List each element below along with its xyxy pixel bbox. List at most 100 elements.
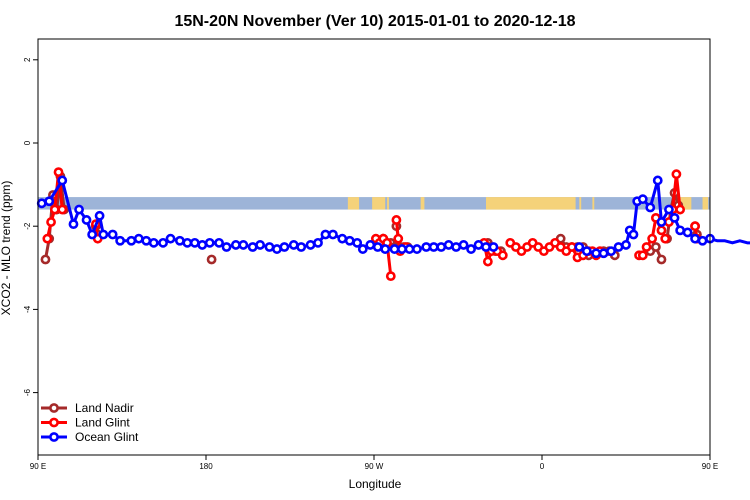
y-axis-label: XCO2 - MLO trend (ppm) [0,181,13,316]
data-point [214,237,224,248]
legend-swatch-marker [49,432,59,442]
series-ocean-glint [36,175,750,259]
data-point [313,237,323,248]
data-point [46,217,56,227]
data-point [421,242,432,252]
legend-label: Land Nadir [75,401,134,415]
data-point [87,229,98,240]
data-point [272,244,282,254]
data-point [690,233,700,244]
x-tick-label: 90 E [30,462,46,471]
y-tick-label: -2 [23,222,32,230]
data-point [204,237,215,248]
land-segment [372,197,386,210]
data-point [389,244,400,254]
legend-label: Ocean Glint [75,430,139,444]
data-point [404,244,415,254]
data-point [42,233,53,244]
data-point [656,225,667,236]
y-axis: 2 0 -2 -4 -6 [23,57,38,396]
data-point [656,217,667,227]
data-point [497,250,508,261]
data-point [380,244,391,254]
data-point [365,240,376,250]
data-point [57,204,68,215]
legend-swatch-marker [49,417,59,428]
data-point [574,242,585,252]
land-segment [702,197,709,210]
data-point [197,240,208,250]
data-point [650,242,661,252]
data-point [126,235,137,246]
data-point [641,242,652,252]
data-point [107,229,118,240]
data-point [458,240,469,250]
data-point [296,242,307,252]
data-point [189,237,200,248]
data-point [44,196,55,207]
data-point [637,250,648,261]
legend-label: Land Glint [75,416,130,430]
data-point [660,233,671,244]
data-point [206,254,217,265]
data-point [391,215,402,225]
data-point [443,240,454,250]
data-point [412,244,422,254]
data-point [647,233,658,244]
y-tick-label: -6 [23,388,32,396]
data-point [671,169,682,180]
data-point [74,204,84,215]
data-point [40,254,51,265]
x-tick-label: 0 [540,462,545,471]
data-point [81,215,92,225]
y-tick-label: -4 [23,305,32,313]
data-point [436,242,447,252]
data-point [637,194,648,205]
data-point [488,242,499,252]
data-point [221,242,232,252]
data-point [133,233,144,244]
data-point [264,242,275,252]
data-point [174,235,185,246]
data-point [98,229,109,240]
x-tick-label: 180 [199,462,213,471]
data-point [652,175,663,186]
data-point [664,204,674,215]
data-point [238,240,249,250]
legend-swatch-marker [49,403,59,413]
chart-title: 15N-20N November (Ver 10) 2015-01-01 to … [174,13,575,30]
data-point [675,225,686,236]
data-point [165,233,176,244]
x-tick-label: 90 W [365,462,384,471]
data-point [581,246,592,257]
data-point [393,233,404,244]
data-point [115,235,126,246]
data-point [337,233,348,244]
data-point [621,240,631,250]
data-point [473,240,484,250]
land-segment [592,197,595,210]
data-point [279,242,290,252]
y-tick-label: 2 [23,57,32,62]
plot-frame [37,38,711,456]
data-point [305,240,316,250]
data-point [682,227,693,238]
data-point [628,229,639,240]
x-tick-label: 90 E [702,462,718,471]
data-point [591,248,602,259]
data-point [148,237,159,248]
data-point [344,235,355,246]
data-point [357,244,368,254]
land-segment [486,197,576,210]
data-point [428,242,439,252]
x-axis-label: Longitude [349,477,402,491]
land-mask-band [38,197,710,210]
data-point [230,240,241,250]
data-point [158,237,168,248]
data-point [288,240,299,250]
data-point [68,219,79,230]
data-point [57,175,68,186]
data-point [690,221,700,232]
land-segment [579,197,582,210]
data-point [606,246,616,257]
